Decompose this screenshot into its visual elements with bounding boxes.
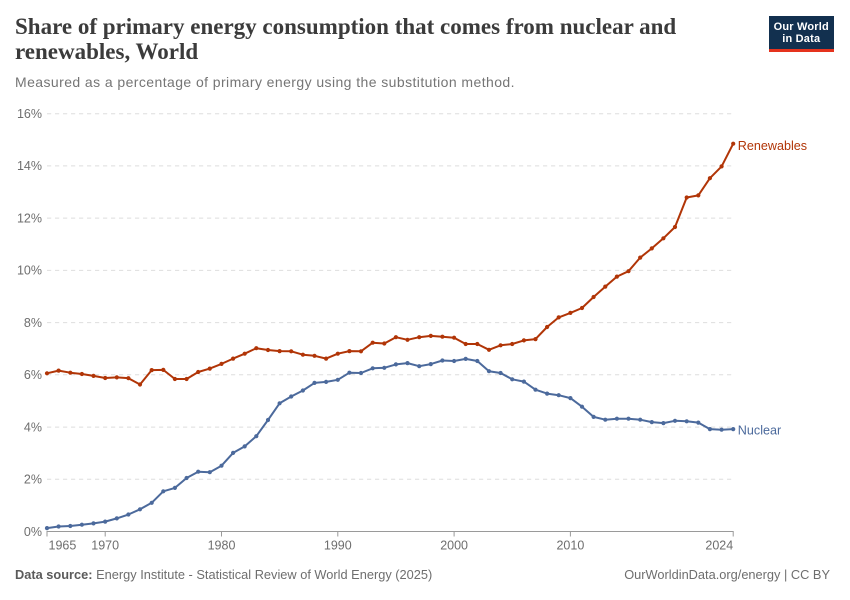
svg-text:1990: 1990 [324, 539, 352, 553]
svg-text:Nuclear: Nuclear [738, 424, 781, 438]
svg-text:8%: 8% [24, 316, 42, 330]
svg-text:6%: 6% [24, 368, 42, 382]
svg-text:2000: 2000 [440, 539, 468, 553]
svg-text:2024: 2024 [705, 539, 733, 553]
svg-text:4%: 4% [24, 420, 42, 434]
svg-text:2010: 2010 [556, 539, 584, 553]
svg-text:Renewables: Renewables [738, 139, 807, 153]
svg-text:1970: 1970 [91, 539, 119, 553]
svg-text:1980: 1980 [208, 539, 236, 553]
svg-text:10%: 10% [17, 264, 42, 278]
svg-text:14%: 14% [17, 159, 42, 173]
svg-text:0%: 0% [24, 525, 42, 539]
svg-text:1965: 1965 [49, 539, 77, 553]
svg-text:2%: 2% [24, 473, 42, 487]
svg-text:16%: 16% [17, 107, 42, 121]
svg-text:12%: 12% [17, 211, 42, 225]
